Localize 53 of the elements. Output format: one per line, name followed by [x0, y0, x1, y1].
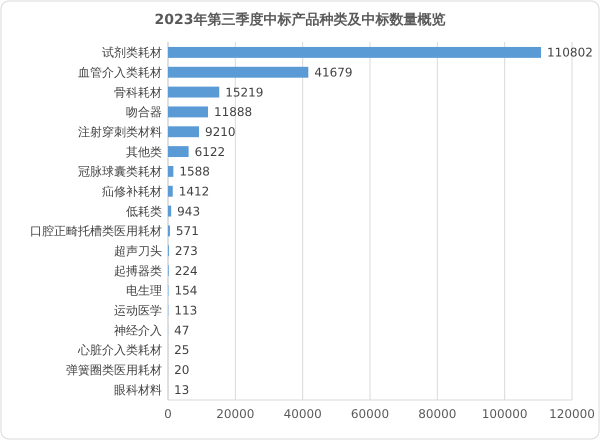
data-label: 154 — [174, 284, 198, 298]
y-tick-label: 口腔正畸托槽类医用耗材 — [30, 224, 162, 238]
x-tick-label: 0 — [164, 407, 172, 421]
x-tick-label: 80000 — [418, 407, 456, 421]
data-label: 9210 — [205, 124, 236, 139]
bar — [168, 106, 208, 118]
y-tick-label: 运动医学 — [114, 303, 162, 318]
data-label: 571 — [176, 224, 199, 238]
y-tick-label: 注射穿刺类材料 — [78, 124, 162, 139]
data-label: 943 — [177, 204, 200, 218]
data-label: 47 — [174, 323, 190, 338]
x-tick-label: 120000 — [549, 407, 595, 421]
bar — [168, 86, 220, 98]
data-label: 273 — [174, 244, 198, 258]
y-tick-label: 疝修补耗材 — [102, 184, 162, 198]
data-label: 15219 — [225, 85, 264, 100]
y-tick-label: 起搏器类 — [114, 264, 162, 278]
data-label: 6122 — [194, 144, 226, 159]
bar — [168, 46, 542, 58]
y-tick-label: 骨科耗材 — [114, 85, 162, 100]
bar — [168, 206, 172, 217]
data-label: 110802 — [547, 46, 593, 60]
y-tick-label: 试剂类耗材 — [102, 46, 162, 60]
bar — [168, 166, 174, 177]
y-tick-label: 低耗类 — [126, 204, 162, 218]
y-tick-label: 眼科材料 — [114, 382, 162, 397]
data-label: 113 — [174, 303, 198, 318]
bar — [168, 126, 200, 138]
y-tick-label: 弹簧圈类医用耗材 — [66, 362, 162, 377]
data-label: 20 — [174, 362, 190, 377]
data-label: 11888 — [214, 105, 252, 120]
y-tick-label: 神经介入 — [114, 323, 162, 338]
x-tick-label: 20000 — [216, 407, 254, 421]
x-tick-label: 40000 — [284, 407, 322, 421]
data-label: 13 — [174, 382, 190, 397]
x-tick-label: 100000 — [482, 407, 528, 421]
y-tick-label: 心脏介入类耗材 — [77, 343, 162, 358]
chart-title: 2023年第三季度中标产品种类及中标数量概览 — [154, 11, 446, 28]
y-tick-label: 超声刀头 — [114, 244, 162, 258]
y-tick-label: 冠脉球囊类耗材 — [78, 164, 162, 179]
bar — [168, 66, 308, 78]
y-tick-label: 吻合器 — [126, 105, 162, 120]
y-tick-label: 其他类 — [126, 144, 162, 159]
y-tick-label: 血管介入类耗材 — [78, 65, 162, 80]
y-tick-label: 电生理 — [126, 284, 162, 298]
data-label: 25 — [174, 343, 190, 358]
data-label: 224 — [174, 264, 198, 278]
bar — [168, 186, 173, 197]
data-label: 1588 — [179, 164, 210, 179]
data-label: 1412 — [178, 184, 210, 198]
data-label: 41679 — [314, 65, 353, 80]
x-tick-label: 60000 — [350, 407, 390, 421]
bar — [168, 146, 189, 158]
